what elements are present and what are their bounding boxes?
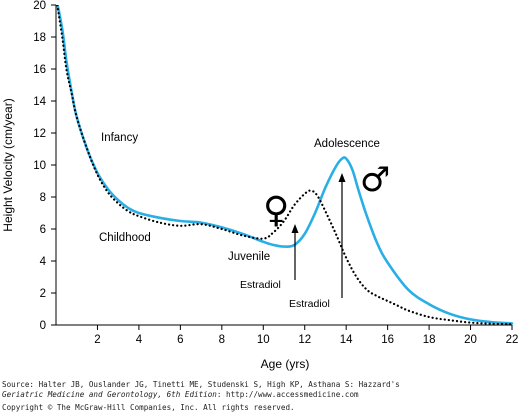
- x-tick-label: 16: [381, 334, 394, 346]
- chart-series: [56, 5, 514, 326]
- y-axis-label: Height Velocity (cm/year): [1, 98, 15, 231]
- source-url: : http://www.accessmedicine.com: [216, 390, 359, 399]
- x-tick-label: 22: [506, 334, 519, 346]
- x-tick-label: 14: [340, 334, 353, 346]
- estradiol-female-arrowhead: [291, 224, 299, 233]
- x-tick-label: 12: [298, 334, 311, 346]
- x-tick-label: 2: [94, 334, 100, 346]
- copyright: Copyright © The McGraw-Hill Companies, I…: [2, 403, 295, 412]
- y-tick-label: 14: [33, 96, 46, 108]
- estradiol-male-label: Estradiol: [289, 298, 330, 310]
- female-growth-curve: [56, 5, 514, 326]
- chart-annotations: Infancy Childhood Juvenile Adolescence E…: [99, 132, 390, 310]
- x-tick-label: 6: [177, 334, 183, 346]
- x-tick-label: 10: [257, 334, 270, 346]
- adolescence-label: Adolescence: [314, 138, 380, 150]
- x-tick-label: 4: [136, 334, 143, 346]
- y-tick-label: 8: [40, 192, 46, 204]
- x-axis-label: Age (yrs): [261, 357, 310, 371]
- infancy-label: Infancy: [101, 132, 138, 144]
- female-symbol: ♀: [263, 190, 289, 231]
- x-tick-label: 18: [423, 334, 436, 346]
- y-tick-label: 0: [40, 320, 46, 332]
- y-tick-label: 18: [33, 32, 46, 44]
- x-tick-label: 8: [219, 334, 225, 346]
- y-tick-label: 4: [40, 256, 47, 268]
- x-tick-label: 20: [464, 334, 477, 346]
- source-line: Source: Halter JB, Ouslander JG, Tinetti…: [2, 380, 400, 389]
- y-tick-label: 20: [33, 0, 46, 12]
- estradiol-male-arrowhead: [338, 173, 346, 182]
- chart-ticks: 2 4 6 8 10 12 14 16 18 20 22 0 2 4 6 8 10 12 14 16 18 20: [33, 0, 518, 346]
- estradiol-female-label: Estradiol: [240, 279, 281, 291]
- height-velocity-chart: 2 4 6 8 10 12 14 16 18 20 22 0 2 4 6 8 10 12 14 16 18 20 Infa…: [1, 0, 518, 371]
- male-symbol: ♂: [360, 160, 390, 200]
- y-tick-label: 2: [40, 288, 46, 300]
- childhood-label: Childhood: [99, 232, 151, 244]
- y-tick-label: 10: [33, 160, 46, 172]
- chart-axes: [55, 5, 512, 326]
- source-book-title: Geriatric Medicine and Gerontology, 6th …: [2, 390, 217, 399]
- y-tick-label: 12: [33, 128, 46, 140]
- y-tick-label: 6: [40, 224, 46, 236]
- source-line-2: Geriatric Medicine and Gerontology, 6th …: [2, 390, 359, 400]
- y-tick-label: 16: [33, 64, 46, 76]
- male-growth-curve: [56, 5, 514, 325]
- juvenile-label: Juvenile: [228, 251, 270, 263]
